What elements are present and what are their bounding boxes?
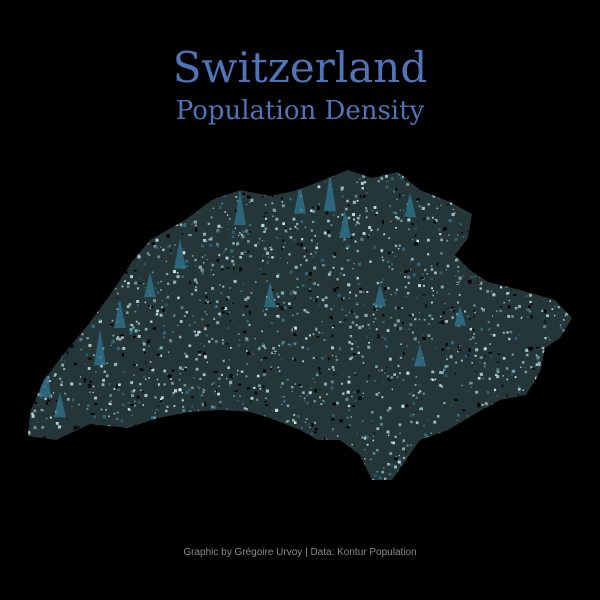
density-surface — [28, 170, 572, 480]
map-title: Switzerland — [172, 43, 428, 92]
population-density-map — [28, 170, 572, 480]
map-subtitle: Population Density — [175, 96, 425, 126]
data-credit: Graphic by Grégoire Urvoy | Data: Kontur… — [183, 547, 417, 558]
